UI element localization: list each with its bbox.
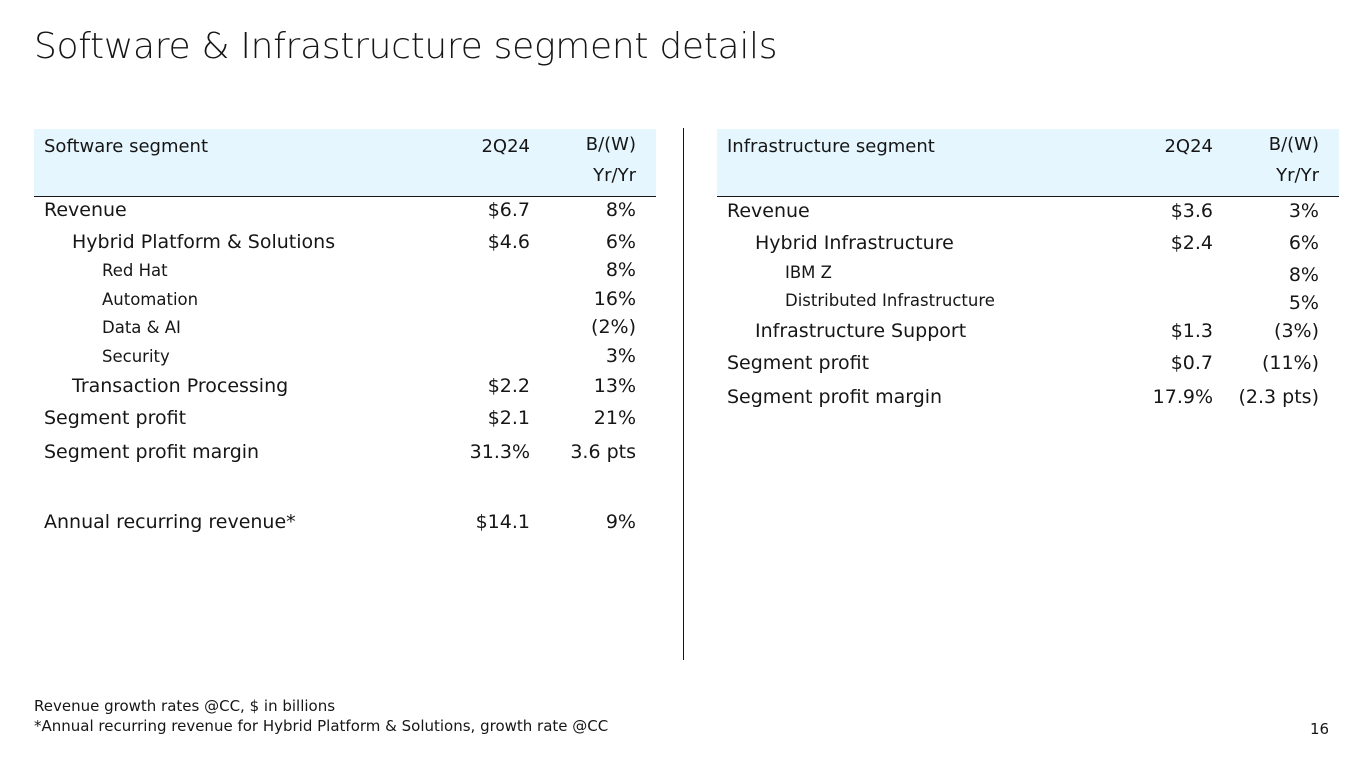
row-label: Distributed Infrastructure — [785, 291, 995, 310]
row-change: 16% — [593, 288, 636, 310]
footnotes: Revenue growth rates @CC, $ in billions … — [34, 696, 608, 736]
row-label: Segment profit — [44, 407, 187, 429]
row-change: 8% — [1288, 264, 1319, 286]
row-change: 6% — [1288, 232, 1319, 254]
row-change: 8% — [605, 199, 636, 221]
row-change: (2%) — [591, 316, 636, 338]
software-table-header: Software segment 2Q24 B/(W) Yr/Yr — [34, 129, 656, 197]
row-label: Segment profit margin — [727, 386, 943, 408]
row-change: 8% — [605, 259, 636, 281]
software-header-bw-line1: B/(W) — [585, 134, 636, 155]
row-label: Security — [102, 347, 170, 366]
software-header-period: 2Q24 — [481, 136, 530, 157]
row-label: Data & AI — [102, 318, 181, 337]
row-label: Annual recurring revenue* — [44, 511, 296, 533]
row-change: 9% — [605, 511, 636, 533]
software-header-bw: B/(W) Yr/Yr — [586, 129, 636, 191]
row-value: 31.3% — [469, 441, 530, 463]
software-segment-table: Software segment 2Q24 B/(W) Yr/Yr Revenu… — [34, 129, 656, 533]
row-value: $2.1 — [487, 407, 530, 429]
infrastructure-header-bw-line1: B/(W) — [1268, 134, 1319, 155]
row-change: 3.6 pts — [570, 441, 636, 463]
row-change: (3%) — [1274, 320, 1319, 342]
row-value: $1.3 — [1170, 320, 1213, 342]
row-value: $2.2 — [487, 375, 530, 397]
column-divider — [683, 128, 684, 660]
row-label: Hybrid Infrastructure — [755, 232, 954, 254]
row-label: Transaction Processing — [72, 375, 289, 397]
software-header-bw-line2: Yr/Yr — [593, 165, 636, 186]
footnote-1: Revenue growth rates @CC, $ in billions — [34, 697, 336, 715]
row-value: $4.6 — [487, 231, 530, 253]
infrastructure-header-bw: B/(W) Yr/Yr — [1269, 129, 1319, 191]
footnote-2: *Annual recurring revenue for Hybrid Pla… — [34, 717, 609, 735]
row-change: (11%) — [1261, 352, 1319, 374]
row-change: 3% — [605, 345, 636, 367]
infrastructure-header-label: Infrastructure segment — [727, 136, 935, 157]
row-value: $3.6 — [1170, 200, 1213, 222]
row-value: $2.4 — [1170, 232, 1213, 254]
infrastructure-header-period: 2Q24 — [1164, 136, 1213, 157]
software-header-label: Software segment — [44, 136, 209, 157]
row-label: IBM Z — [785, 263, 832, 282]
row-label: Segment profit — [727, 352, 870, 374]
row-label: Revenue — [727, 200, 810, 222]
row-change: 3% — [1288, 200, 1319, 222]
row-change: 5% — [1288, 292, 1319, 314]
infrastructure-table-header: Infrastructure segment 2Q24 B/(W) Yr/Yr — [717, 129, 1339, 197]
row-change: 21% — [593, 407, 636, 429]
row-value: 17.9% — [1152, 386, 1213, 408]
page-title: Software & Infrastructure segment detail… — [34, 26, 778, 67]
row-label: Red Hat — [102, 261, 168, 280]
row-change: 13% — [593, 375, 636, 397]
row-value: $14.1 — [475, 511, 530, 533]
infrastructure-header-bw-line2: Yr/Yr — [1276, 165, 1319, 186]
row-label: Infrastructure Support — [755, 320, 967, 342]
infrastructure-segment-table: Infrastructure segment 2Q24 B/(W) Yr/Yr … — [717, 129, 1339, 408]
row-value: $6.7 — [487, 199, 530, 221]
row-label: Revenue — [44, 199, 127, 221]
row-label: Automation — [102, 290, 199, 309]
row-change: (2.3 pts) — [1238, 386, 1320, 408]
page-number: 16 — [1310, 720, 1330, 738]
row-change: 6% — [605, 231, 636, 253]
row-label: Segment profit margin — [44, 441, 260, 463]
row-value: $0.7 — [1170, 352, 1213, 374]
row-label: Hybrid Platform & Solutions — [72, 231, 336, 253]
